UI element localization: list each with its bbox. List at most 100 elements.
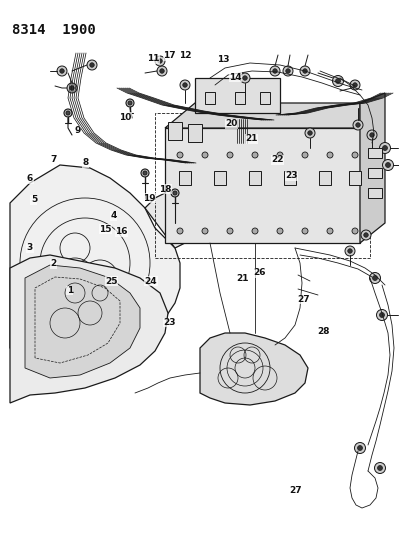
Circle shape <box>141 169 149 177</box>
Polygon shape <box>200 333 308 405</box>
Circle shape <box>177 228 183 234</box>
Circle shape <box>252 228 258 234</box>
Polygon shape <box>10 255 168 403</box>
Text: 17: 17 <box>163 52 176 60</box>
Text: 22: 22 <box>271 156 284 164</box>
Text: 13: 13 <box>217 55 230 64</box>
Circle shape <box>302 152 308 158</box>
Text: 21: 21 <box>245 134 258 143</box>
Circle shape <box>243 76 247 80</box>
Circle shape <box>183 83 187 87</box>
Polygon shape <box>10 165 180 371</box>
Circle shape <box>302 228 308 234</box>
Circle shape <box>364 233 368 237</box>
Polygon shape <box>360 93 385 243</box>
Circle shape <box>227 152 233 158</box>
Circle shape <box>273 69 277 73</box>
Circle shape <box>126 99 134 107</box>
Circle shape <box>286 69 290 73</box>
Circle shape <box>356 123 360 127</box>
Circle shape <box>370 133 374 138</box>
Circle shape <box>332 76 344 86</box>
Circle shape <box>353 83 357 87</box>
Circle shape <box>283 66 293 76</box>
Text: 8: 8 <box>83 158 89 167</box>
Circle shape <box>270 66 280 76</box>
Circle shape <box>377 310 387 320</box>
Circle shape <box>361 230 371 240</box>
Circle shape <box>354 442 365 454</box>
Text: 20: 20 <box>225 119 238 128</box>
Text: 8314  1900: 8314 1900 <box>12 23 96 37</box>
Circle shape <box>70 86 74 90</box>
Text: 27: 27 <box>289 486 302 495</box>
Circle shape <box>352 152 358 158</box>
Bar <box>188 124 202 142</box>
Circle shape <box>327 228 333 234</box>
Circle shape <box>143 171 147 175</box>
Text: 3: 3 <box>27 244 33 252</box>
Circle shape <box>252 152 258 158</box>
Text: 9: 9 <box>75 126 81 135</box>
Text: 23: 23 <box>285 172 298 180</box>
Text: 6: 6 <box>27 174 33 183</box>
Circle shape <box>353 120 363 130</box>
Bar <box>368 148 382 158</box>
Text: 15: 15 <box>99 225 112 233</box>
Circle shape <box>305 128 315 138</box>
Circle shape <box>385 163 391 167</box>
Circle shape <box>64 109 72 117</box>
Circle shape <box>160 69 164 73</box>
Circle shape <box>155 56 165 66</box>
Bar <box>214 171 226 185</box>
Text: 28: 28 <box>317 327 330 336</box>
Circle shape <box>157 66 167 76</box>
Circle shape <box>57 66 67 76</box>
Circle shape <box>87 60 97 70</box>
Circle shape <box>375 463 385 473</box>
Circle shape <box>300 66 310 76</box>
Circle shape <box>66 111 70 115</box>
Polygon shape <box>165 103 360 128</box>
Polygon shape <box>25 265 140 378</box>
Text: 25: 25 <box>105 277 118 286</box>
Circle shape <box>90 63 94 67</box>
Polygon shape <box>145 193 210 248</box>
Text: 18: 18 <box>159 185 172 193</box>
Circle shape <box>202 152 208 158</box>
Circle shape <box>358 446 362 450</box>
Bar <box>155 113 370 258</box>
Text: 5: 5 <box>31 196 37 204</box>
Text: 4: 4 <box>111 212 117 220</box>
Circle shape <box>180 80 190 90</box>
Circle shape <box>348 249 352 253</box>
Circle shape <box>277 152 283 158</box>
Text: 1: 1 <box>67 286 73 295</box>
Bar <box>368 168 382 178</box>
Bar <box>249 171 261 185</box>
Circle shape <box>202 228 208 234</box>
Text: 23: 23 <box>163 318 176 327</box>
Circle shape <box>383 146 387 150</box>
Text: 10: 10 <box>119 113 132 122</box>
Text: 19: 19 <box>143 194 156 203</box>
Bar <box>319 171 331 185</box>
Text: 21: 21 <box>236 274 249 282</box>
Bar <box>165 128 360 243</box>
Circle shape <box>379 312 385 318</box>
Bar <box>179 171 191 185</box>
Text: 27: 27 <box>297 295 310 304</box>
Circle shape <box>277 228 283 234</box>
Circle shape <box>383 159 393 171</box>
Bar <box>195 78 280 113</box>
Circle shape <box>369 272 381 284</box>
Text: 26: 26 <box>253 269 266 277</box>
Circle shape <box>67 83 77 93</box>
Text: 7: 7 <box>51 156 57 164</box>
Text: 16: 16 <box>115 228 128 236</box>
Circle shape <box>303 69 307 73</box>
Text: 14: 14 <box>229 73 242 82</box>
Circle shape <box>336 78 340 84</box>
Circle shape <box>377 465 383 471</box>
Text: 24: 24 <box>144 277 157 286</box>
